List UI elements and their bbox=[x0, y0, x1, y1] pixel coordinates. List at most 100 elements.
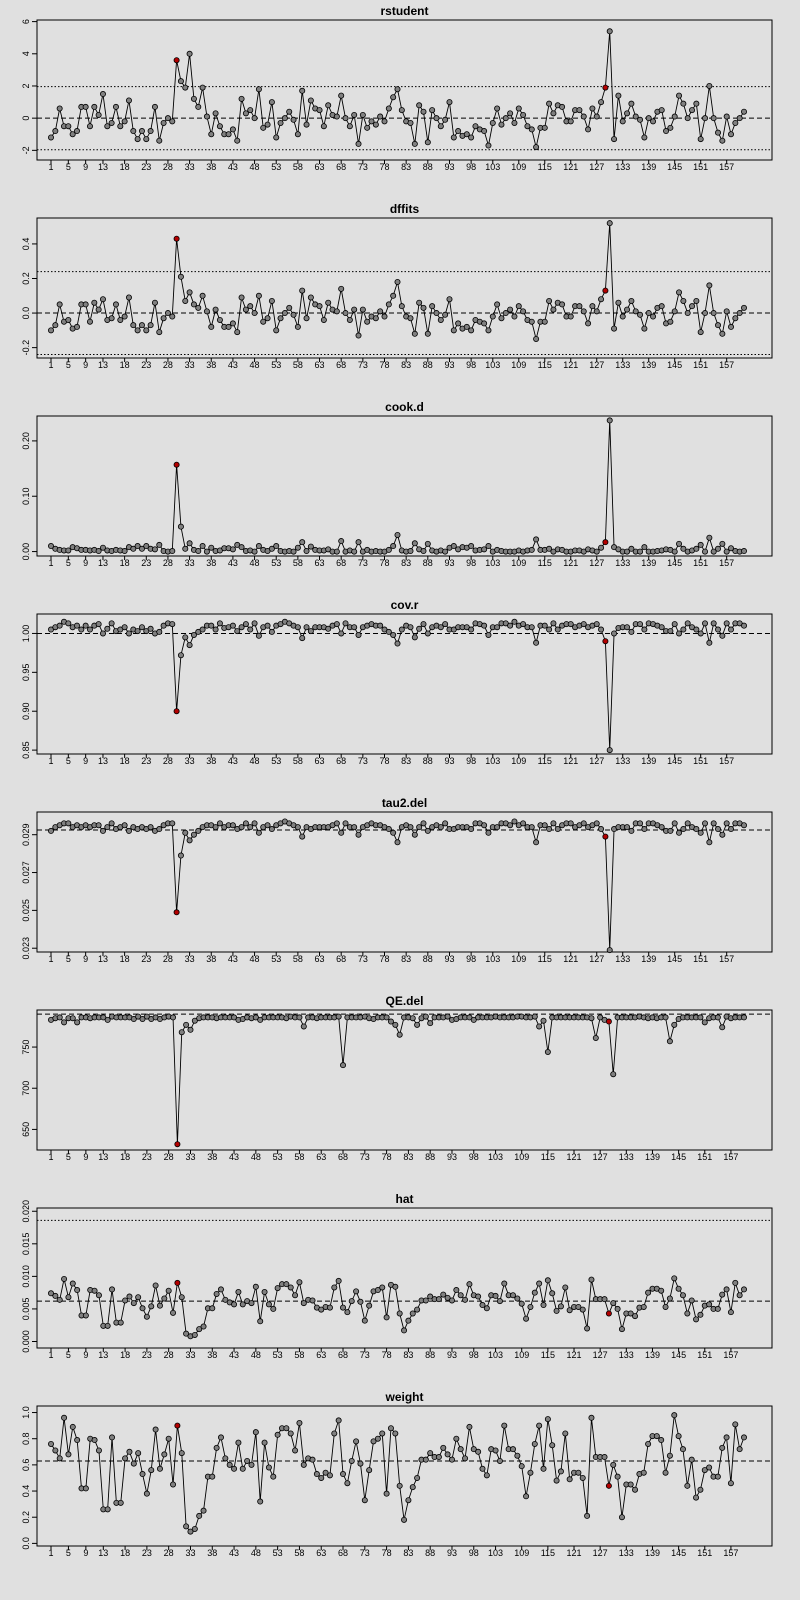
x-tick-label: 9 bbox=[83, 1152, 88, 1162]
data-point bbox=[567, 820, 574, 827]
data-point bbox=[531, 1013, 538, 1020]
data-point bbox=[357, 1460, 364, 1467]
data-point bbox=[494, 824, 501, 831]
data-point bbox=[234, 628, 241, 635]
data-point bbox=[536, 1422, 543, 1429]
x-tick-label: 88 bbox=[423, 360, 433, 370]
data-point bbox=[741, 1014, 748, 1021]
data-point bbox=[164, 115, 171, 122]
data-point bbox=[466, 1014, 473, 1021]
data-point bbox=[196, 1512, 203, 1519]
data-point bbox=[191, 1017, 198, 1024]
x-tick-label: 115 bbox=[538, 954, 552, 964]
chart-panel-0: rstudent -2 0 2 4 6 1 5 9 13 18 23 28 33 38 43 48 53 58 63 6… bbox=[21, 4, 773, 172]
data-point bbox=[536, 1023, 543, 1030]
data-point bbox=[394, 640, 401, 647]
data-point bbox=[104, 123, 111, 130]
x-tick-label: 38 bbox=[206, 954, 216, 964]
data-point bbox=[247, 303, 254, 310]
data-point bbox=[104, 625, 111, 632]
data-point bbox=[723, 1286, 730, 1293]
data-point bbox=[333, 621, 340, 628]
data-point bbox=[407, 624, 414, 631]
x-tick-label: 63 bbox=[315, 162, 325, 172]
data-point bbox=[178, 1029, 185, 1036]
data-point bbox=[515, 303, 522, 310]
chart-panel-3: cov.r 0.85 0.90 0.95 1.00 1 5 9 13 18 23 28 33 38 43 48… bbox=[21, 598, 773, 766]
data-point bbox=[611, 325, 618, 332]
data-point bbox=[485, 632, 492, 639]
data-point bbox=[161, 1451, 168, 1458]
influential-point bbox=[605, 1310, 612, 1317]
data-point bbox=[624, 548, 631, 555]
data-point bbox=[650, 313, 657, 320]
data-point bbox=[494, 105, 501, 112]
data-point bbox=[546, 626, 553, 633]
data-point bbox=[182, 634, 189, 641]
data-point bbox=[156, 329, 163, 336]
x-tick-label: 98 bbox=[466, 954, 476, 964]
data-point bbox=[229, 320, 236, 327]
x-tick-label: 23 bbox=[142, 1350, 152, 1360]
data-point bbox=[325, 102, 332, 109]
x-tick-label: 28 bbox=[163, 954, 173, 964]
data-point bbox=[533, 335, 540, 342]
data-point bbox=[653, 1433, 660, 1440]
data-point bbox=[424, 540, 431, 547]
x-tick-label: 121 bbox=[563, 954, 578, 964]
x-tick-label: 43 bbox=[229, 1350, 239, 1360]
data-point bbox=[335, 1417, 342, 1424]
x-tick-label: 13 bbox=[98, 954, 108, 964]
x-tick-label: 9 bbox=[83, 954, 88, 964]
data-point bbox=[126, 1293, 133, 1300]
data-point bbox=[370, 1438, 377, 1445]
x-tick-label: 53 bbox=[271, 360, 281, 370]
data-point bbox=[550, 306, 557, 313]
data-point bbox=[671, 308, 678, 315]
data-point bbox=[387, 1018, 394, 1025]
data-point bbox=[264, 121, 271, 128]
chart-panel-2: cook.d 0.00 0.10 0.20 1 5 9 13 18 23 28 33 38 43 48 53 5… bbox=[21, 400, 773, 568]
data-point bbox=[498, 315, 505, 322]
data-point bbox=[387, 1425, 394, 1432]
x-tick-label: 68 bbox=[336, 360, 346, 370]
y-tick-label: 0.025 bbox=[21, 899, 31, 922]
data-point bbox=[448, 1456, 455, 1463]
data-point bbox=[496, 1298, 503, 1305]
data-point bbox=[658, 303, 665, 310]
data-point bbox=[377, 308, 384, 315]
data-point bbox=[344, 1480, 351, 1487]
data-point bbox=[303, 121, 310, 128]
data-point bbox=[152, 1426, 159, 1433]
data-point bbox=[533, 144, 540, 151]
x-tick-label: 88 bbox=[423, 954, 433, 964]
data-point bbox=[627, 1481, 634, 1488]
data-point bbox=[390, 543, 397, 550]
x-tick-label: 5 bbox=[66, 360, 71, 370]
data-point bbox=[125, 630, 132, 637]
data-point bbox=[693, 626, 700, 633]
x-tick-label: 139 bbox=[645, 1350, 660, 1360]
data-point bbox=[292, 1292, 299, 1299]
x-tick-label: 58 bbox=[294, 1548, 304, 1558]
data-point bbox=[509, 1292, 516, 1299]
x-tick-label: 48 bbox=[251, 1152, 261, 1162]
x-tick-label: 18 bbox=[120, 1152, 130, 1162]
x-tick-label: 23 bbox=[141, 954, 151, 964]
data-point bbox=[255, 86, 262, 93]
data-point bbox=[719, 831, 726, 838]
x-tick-label: 121 bbox=[563, 360, 578, 370]
data-point bbox=[242, 820, 249, 827]
data-point bbox=[156, 1465, 163, 1472]
data-point bbox=[91, 103, 98, 110]
data-point bbox=[606, 747, 613, 754]
data-point bbox=[104, 1322, 111, 1329]
data-point bbox=[528, 624, 535, 631]
data-point bbox=[300, 1023, 307, 1030]
data-point bbox=[251, 620, 258, 627]
data-point bbox=[195, 827, 202, 834]
x-tick-label: 121 bbox=[563, 756, 578, 766]
x-tick-label: 127 bbox=[589, 756, 604, 766]
data-point bbox=[255, 632, 262, 639]
data-point bbox=[287, 1284, 294, 1291]
